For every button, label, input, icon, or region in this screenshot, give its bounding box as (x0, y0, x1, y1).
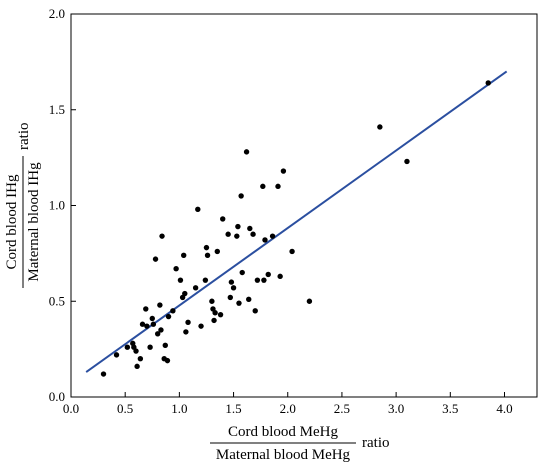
data-point (157, 302, 163, 308)
data-point (198, 323, 204, 329)
data-point (159, 233, 165, 239)
data-point (124, 344, 131, 350)
data-point (149, 315, 155, 322)
x-tick-label: 1.0 (171, 401, 187, 416)
data-point (143, 306, 149, 312)
data-point (173, 265, 179, 272)
y-axis-label-denominator: Maternal blood IHg (26, 162, 42, 282)
y-axis-label-numerator: Cord blood IHg (4, 174, 20, 269)
data-point (243, 149, 250, 155)
data-point (150, 321, 157, 327)
plot-frame (70, 13, 538, 398)
data-point (113, 352, 120, 358)
data-point (162, 342, 168, 348)
data-point (182, 290, 188, 297)
data-point (234, 233, 240, 239)
data-point (262, 237, 268, 243)
y-tick-label: 2.0 (49, 6, 65, 21)
data-point (164, 357, 171, 364)
x-tick-label: 0.5 (117, 401, 133, 416)
data-point (485, 80, 491, 86)
x-axis-label-numerator: Cord blood MeHg (228, 424, 338, 440)
data-point (204, 252, 211, 258)
data-point (247, 225, 253, 232)
data-point (154, 331, 161, 337)
regression-line (85, 70, 508, 373)
x-tick-label: 3.5 (442, 401, 458, 416)
data-point (192, 285, 199, 291)
x-axis-label-denominator: Maternal blood MeHg (216, 447, 351, 463)
data-point (230, 285, 237, 291)
data-point (404, 158, 410, 165)
data-point (225, 231, 231, 237)
data-point (144, 323, 150, 329)
data-point (377, 124, 383, 130)
data-point (165, 313, 172, 320)
data-points (100, 80, 491, 377)
data-point (134, 363, 140, 370)
data-point (269, 233, 276, 239)
data-point (220, 216, 226, 222)
data-point (260, 183, 266, 190)
data-point (181, 252, 187, 258)
y-axis-label-suffix: ratio (16, 123, 32, 151)
data-point (152, 256, 159, 262)
data-point (254, 277, 261, 283)
x-tick-label: 1.5 (225, 401, 241, 416)
data-point (289, 248, 295, 255)
data-point (275, 183, 281, 190)
data-point (203, 244, 210, 251)
data-point (177, 277, 184, 283)
data-point (133, 348, 139, 354)
data-point (170, 308, 176, 314)
data-point (158, 327, 164, 333)
data-point (183, 329, 189, 335)
x-tick-label: 0.0 (63, 401, 79, 416)
data-point (139, 321, 146, 327)
data-point (195, 206, 201, 213)
y-axis-ticks: 0.0 0.5 1.0 1.5 2.0 (49, 6, 76, 404)
data-point (261, 277, 267, 283)
data-point (211, 317, 217, 324)
x-tick-label: 2.5 (334, 401, 350, 416)
data-point (209, 298, 215, 304)
data-point (265, 271, 271, 278)
x-axis-ticks: 0.0 0.5 1.0 1.5 2.0 2.5 3.0 3.5 4.0 (63, 392, 513, 416)
y-tick-label: 0.5 (49, 293, 65, 308)
data-point (214, 248, 221, 255)
data-point (100, 371, 107, 377)
y-tick-label: 0.0 (49, 389, 65, 404)
x-tick-label: 2.0 (280, 401, 296, 416)
data-point (217, 311, 224, 318)
data-point (228, 279, 235, 285)
data-point (227, 294, 234, 301)
data-point (235, 223, 241, 230)
data-point (212, 310, 218, 316)
data-point (202, 277, 209, 283)
y-tick-label: 1.5 (49, 102, 65, 117)
data-point (239, 269, 245, 276)
x-tick-label: 4.0 (496, 401, 512, 416)
data-point (246, 296, 252, 303)
data-point (236, 300, 242, 306)
x-tick-label: 3.0 (388, 401, 404, 416)
data-point (252, 308, 258, 314)
y-tick-label: 1.0 (49, 198, 65, 213)
x-axis-label-suffix: ratio (362, 435, 390, 451)
data-point (250, 231, 256, 237)
data-point (185, 319, 191, 326)
data-point (137, 356, 144, 362)
data-point (277, 273, 283, 280)
data-point (238, 193, 244, 199)
data-point (280, 168, 287, 174)
data-point (147, 344, 153, 350)
data-point (306, 298, 313, 304)
